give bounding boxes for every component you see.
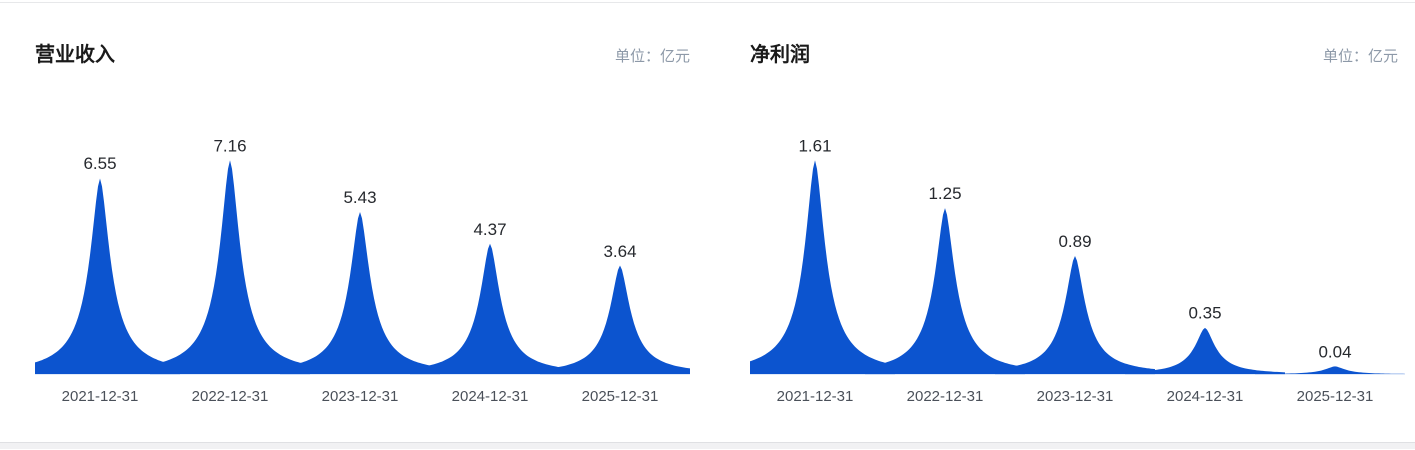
value-label: 4.37 xyxy=(473,220,506,239)
x-axis-label: 2024-12-31 xyxy=(1167,388,1244,405)
value-label: 6.55 xyxy=(83,154,116,173)
peak-shape-2022-12-31[interactable] xyxy=(865,208,1025,375)
x-axis-label: 2024-12-31 xyxy=(452,388,529,405)
revenue-chart-panel: 6.55 2021-12-31 7.16 2022-12-31 5.43 2023-12-… xyxy=(0,3,707,442)
value-label: 5.43 xyxy=(343,188,376,207)
value-label: 0.04 xyxy=(1318,342,1351,361)
x-axis-label: 2023-12-31 xyxy=(322,388,399,405)
x-axis-label: 2022-12-31 xyxy=(192,388,269,405)
net-profit-chart-panel: 1.61 2021-12-31 1.25 2022-12-31 0.89 2023-12-… xyxy=(707,3,1415,442)
peak-shape-2021-12-31[interactable] xyxy=(735,160,895,375)
peak-shape-2021-12-31[interactable] xyxy=(20,178,180,375)
peak-shape-2025-12-31[interactable] xyxy=(1255,366,1415,375)
peak-series-group xyxy=(735,160,1415,375)
net-profit-peak-chart[interactable]: 1.61 2021-12-31 1.25 2022-12-31 0.89 2023-12-… xyxy=(707,3,1415,442)
x-axis-label: 2023-12-31 xyxy=(1037,388,1114,405)
peak-shape-2023-12-31[interactable] xyxy=(280,211,440,375)
x-axis-label: 2022-12-31 xyxy=(907,388,984,405)
peak-series-group xyxy=(20,160,700,375)
peak-shape-2024-12-31[interactable] xyxy=(1125,327,1285,375)
x-axis-label: 2021-12-31 xyxy=(62,388,139,405)
x-axis-label: 2025-12-31 xyxy=(582,388,659,405)
value-label: 0.35 xyxy=(1188,304,1221,323)
peak-shape-2022-12-31[interactable] xyxy=(150,160,310,375)
revenue-peak-chart[interactable]: 6.55 2021-12-31 7.16 2022-12-31 5.43 2023-12-… xyxy=(0,3,707,442)
value-label: 7.16 xyxy=(213,136,246,155)
x-axis-label: 2025-12-31 xyxy=(1297,388,1374,405)
value-label: 1.61 xyxy=(798,136,831,155)
page-background-strip xyxy=(0,443,1415,449)
value-label: 0.89 xyxy=(1058,232,1091,251)
value-label: 3.64 xyxy=(603,242,636,261)
peak-shape-2024-12-31[interactable] xyxy=(410,243,570,375)
peak-shape-2025-12-31[interactable] xyxy=(540,265,700,375)
value-label: 1.25 xyxy=(928,184,961,203)
x-axis-label: 2021-12-31 xyxy=(777,388,854,405)
peak-shape-2023-12-31[interactable] xyxy=(995,255,1155,375)
